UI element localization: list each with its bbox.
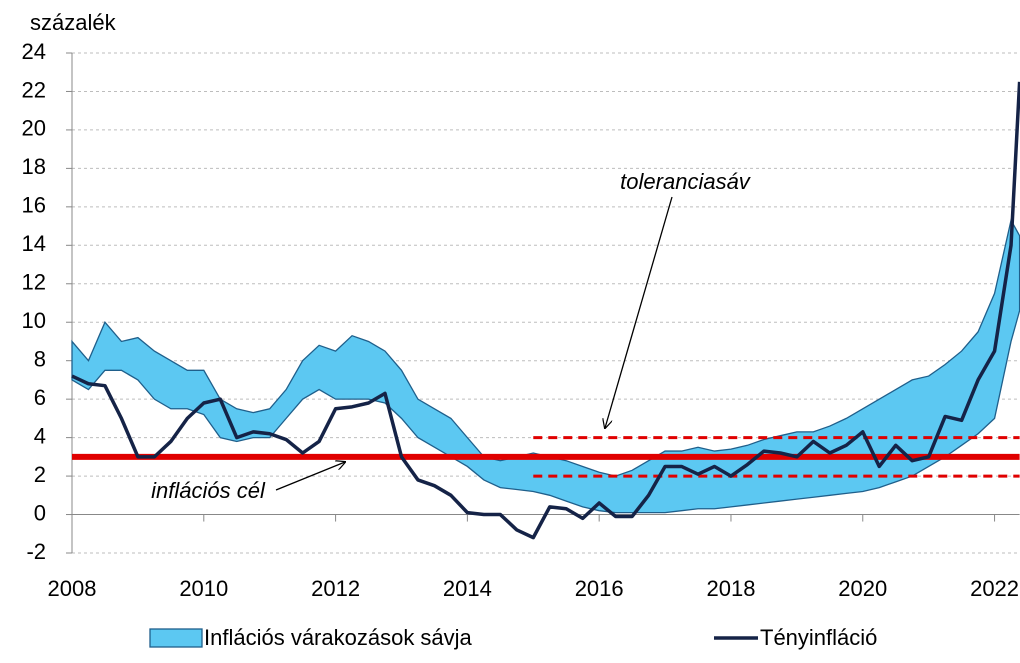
y-tick-label: 6 bbox=[34, 385, 46, 410]
y-tick-label: 10 bbox=[22, 308, 46, 333]
legend-label: Inflációs várakozások sávja bbox=[204, 625, 473, 650]
x-tick-label: 2018 bbox=[706, 576, 755, 601]
arrow bbox=[275, 462, 345, 491]
y-tick-label: 16 bbox=[22, 193, 46, 218]
y-unit: százalék bbox=[30, 10, 117, 35]
y-tick-label: 12 bbox=[22, 270, 46, 295]
y-tick-label: 4 bbox=[34, 423, 46, 448]
x-tick-label: 2016 bbox=[575, 576, 624, 601]
expectation-band bbox=[71, 218, 1020, 514]
target-label: inflációs cél bbox=[151, 478, 266, 503]
x-tick-label: 2020 bbox=[838, 576, 887, 601]
tolerance-label: toleranciasáv bbox=[620, 169, 752, 194]
y-tick-label: 20 bbox=[22, 116, 46, 141]
x-tick-label: 2022 bbox=[970, 576, 1019, 601]
y-tick-label: 18 bbox=[22, 154, 46, 179]
y-tick-label: 14 bbox=[22, 231, 46, 256]
actual-line bbox=[71, 81, 1020, 540]
arrow bbox=[605, 196, 673, 428]
y-tick-label: 2 bbox=[34, 462, 46, 487]
y-tick-label: 0 bbox=[34, 500, 46, 525]
x-tick-label: 2010 bbox=[179, 576, 228, 601]
x-tick-label: 2014 bbox=[443, 576, 492, 601]
y-tick-label: 24 bbox=[22, 39, 46, 64]
y-tick-label: -2 bbox=[26, 539, 46, 564]
legend-label: Tényinfláció bbox=[760, 625, 877, 650]
y-tick-label: 22 bbox=[22, 77, 46, 102]
y-tick-label: 8 bbox=[34, 347, 46, 372]
legend-swatch bbox=[149, 628, 203, 648]
x-tick-label: 2008 bbox=[48, 576, 97, 601]
x-tick-label: 2012 bbox=[311, 576, 360, 601]
